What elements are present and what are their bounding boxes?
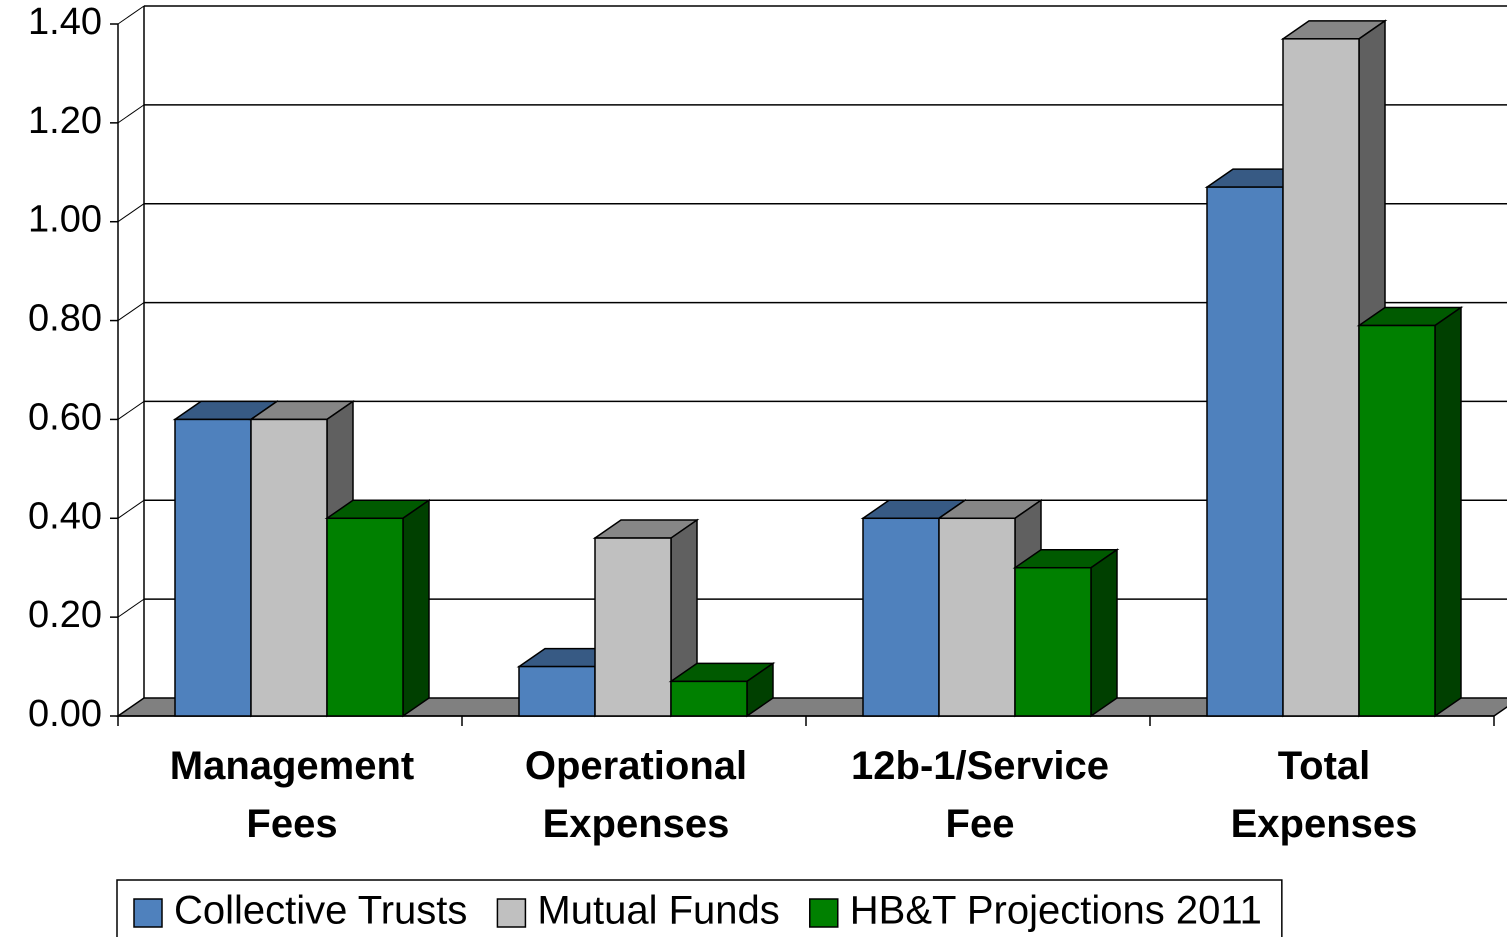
grid-side bbox=[117, 203, 145, 223]
grid-side bbox=[117, 598, 145, 618]
legend-label: HB&T Projections 2011 bbox=[850, 889, 1262, 933]
bar bbox=[1012, 548, 1120, 718]
grid-side bbox=[117, 499, 145, 519]
bar-front bbox=[1206, 186, 1284, 717]
bar-front bbox=[670, 680, 748, 717]
y-tick-label: 0.20 bbox=[28, 594, 102, 636]
y-tick-label: 1.40 bbox=[28, 1, 102, 43]
legend-label: Mutual Funds bbox=[537, 889, 779, 933]
bar-front bbox=[518, 665, 596, 717]
grid-side bbox=[117, 5, 145, 25]
legend-swatch bbox=[133, 898, 163, 928]
x-tick-label: 12b-1/Service Fee bbox=[851, 744, 1109, 846]
bar bbox=[324, 498, 432, 718]
y-tick-label: 0.60 bbox=[28, 396, 102, 438]
bar-side bbox=[1434, 306, 1462, 718]
x-tick-label: Total Expenses bbox=[1231, 744, 1418, 846]
bar-front bbox=[862, 517, 940, 717]
y-tick-label: 0.00 bbox=[28, 693, 102, 735]
bar-front bbox=[326, 517, 404, 717]
grid-side bbox=[117, 302, 145, 321]
bar bbox=[668, 661, 776, 718]
x-tick-label: Operational Expenses bbox=[525, 744, 747, 846]
legend-label: Collective Trusts bbox=[174, 889, 467, 933]
legend-swatch bbox=[809, 898, 839, 928]
x-tick-label: Management Fees bbox=[170, 744, 415, 846]
bar-front bbox=[1358, 324, 1436, 717]
legend: Collective Trusts Mutual Funds HB&T Projec… bbox=[116, 879, 1283, 937]
y-tick-label: 0.80 bbox=[28, 298, 102, 340]
bar-front bbox=[174, 418, 252, 717]
bar bbox=[1356, 306, 1464, 718]
y-tick-label: 1.20 bbox=[28, 100, 102, 142]
grid-side bbox=[117, 104, 145, 124]
bar-front bbox=[938, 517, 1016, 717]
bar-front bbox=[1282, 38, 1360, 717]
grid-side bbox=[117, 401, 145, 420]
bar-front bbox=[1014, 566, 1092, 717]
bar-front bbox=[250, 418, 328, 717]
bar-side bbox=[402, 498, 430, 718]
bar-side bbox=[1090, 548, 1118, 718]
y-tick-label: 0.40 bbox=[28, 495, 102, 537]
legend-box bbox=[116, 879, 1283, 937]
y-tick-label: 1.00 bbox=[28, 199, 102, 241]
bar-front bbox=[594, 537, 672, 717]
legend-swatch bbox=[496, 898, 527, 928]
